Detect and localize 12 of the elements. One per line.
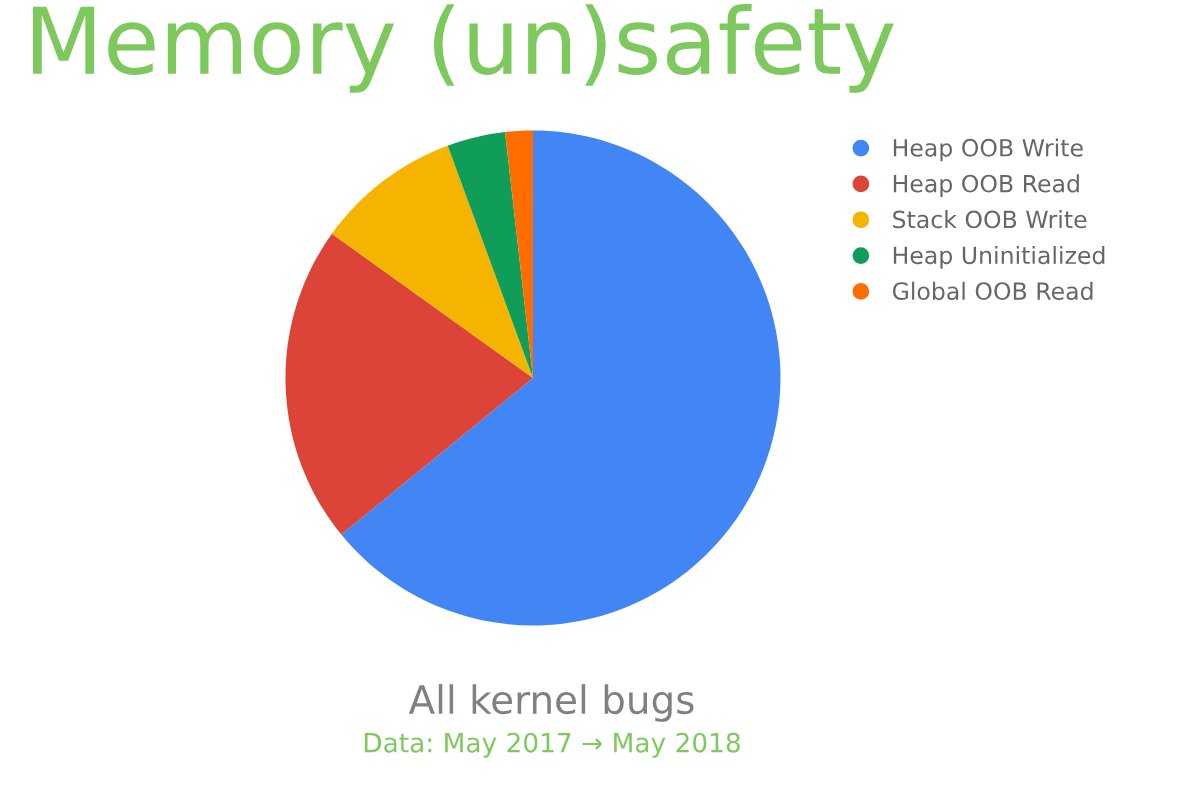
legend-label: Heap OOB Read	[893, 174, 1079, 198]
pie-slice	[341, 130, 781, 626]
legend-label: Stack OOB Write	[893, 210, 1087, 229]
legend-label: Heap Uninitialized	[893, 245, 1105, 269]
pie-slice	[285, 233, 533, 535]
text: All kernel bugs	[408, 684, 694, 722]
legend-label: Heap OOB Write	[893, 138, 1083, 162]
text: Data: May 2017 → May 2018	[364, 732, 740, 758]
pie-slice	[331, 145, 533, 378]
chart-title: Memory (un)safety	[32, 4, 894, 93]
pie-slice	[447, 132, 533, 378]
legend-label: Global OOB Read	[892, 281, 1093, 301]
